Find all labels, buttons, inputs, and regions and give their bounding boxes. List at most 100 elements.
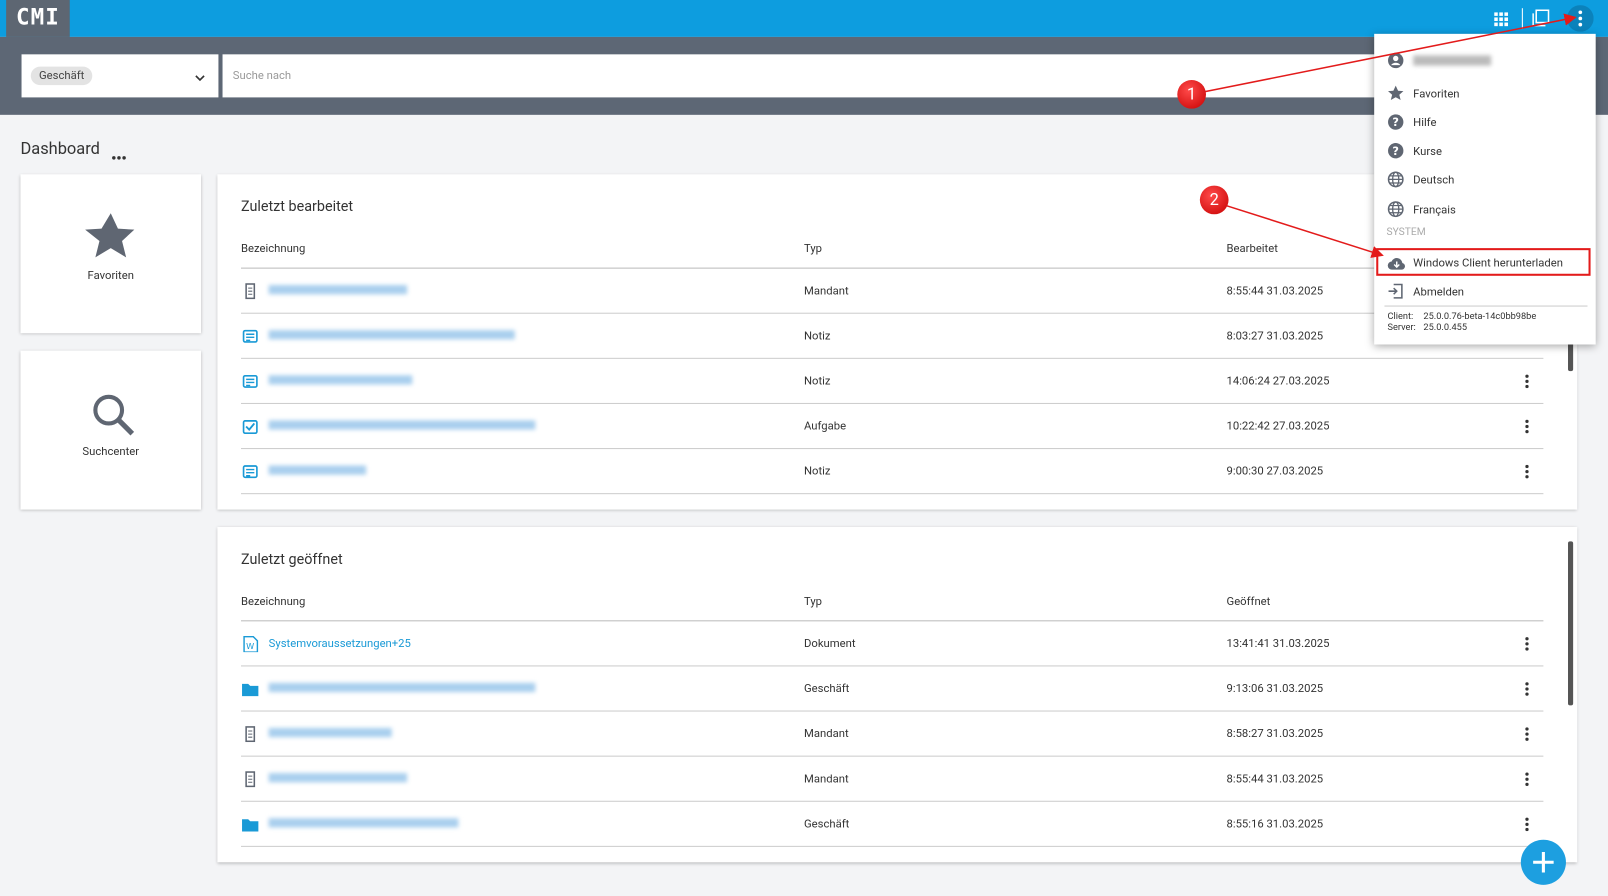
icon-part	[248, 775, 253, 783]
icon-part	[1525, 419, 1529, 424]
icon-part	[245, 422, 256, 431]
row-menu[interactable]	[1525, 373, 1529, 392]
icon-part	[1525, 374, 1529, 378]
icon-part	[246, 468, 255, 477]
column-header[interactable]: Bearbeitet	[1226, 241, 1278, 256]
row-menu[interactable]	[1525, 463, 1529, 482]
menu-item[interactable]: Favoriten	[1374, 80, 1596, 107]
menu-item[interactable]: Deutsch	[1374, 166, 1596, 193]
more-button[interactable]	[1566, 5, 1594, 36]
icon-part	[1535, 9, 1550, 24]
table-row[interactable]: Mandant 8:58:27 31.03.2025	[240, 712, 1544, 757]
menu-label: Français	[1413, 203, 1456, 217]
row-menu[interactable]	[1525, 636, 1529, 655]
column-header[interactable]: Geöffnet	[1226, 594, 1271, 608]
icon-part	[1525, 647, 1529, 651]
top-bar	[0, 0, 1608, 37]
icon-part	[1388, 287, 1398, 295]
table-row[interactable]: W Systemvoraussetzungen+25 Dokument 13:41:4…	[240, 621, 1544, 667]
icon-part	[85, 213, 135, 258]
menu-label: Abmelden	[1413, 285, 1465, 299]
icon-part	[245, 771, 256, 788]
icon	[1387, 171, 1404, 188]
row-icon	[242, 373, 258, 394]
row-menu[interactable]	[1525, 681, 1529, 700]
icon-part	[1494, 12, 1498, 16]
menu-label: Windows Client herunterladen	[1413, 256, 1563, 270]
menu-item[interactable]: Windows Client herunterladen	[1374, 249, 1596, 276]
icon-part	[1388, 175, 1403, 184]
icon-part	[1494, 17, 1498, 22]
icon	[195, 75, 205, 82]
table-row[interactable]: Aufgabe 10:22:42 27.03.2025	[240, 404, 1544, 450]
blurred-name	[268, 375, 413, 385]
icon	[1525, 464, 1529, 479]
column-header[interactable]: Bezeichnung	[240, 241, 306, 256]
table-row[interactable]: Mandant 8:55:44 31.03.2025	[240, 757, 1544, 802]
logo[interactable]: CMI	[6, 0, 70, 37]
dashboard-menu[interactable]	[112, 146, 126, 165]
icon-part	[1525, 772, 1529, 776]
column-header[interactable]: Typ	[803, 594, 823, 608]
menu-icon	[1387, 201, 1404, 222]
version-label: Client:	[1387, 311, 1414, 322]
row-icon	[242, 418, 258, 439]
table-row[interactable]: Notiz 14:06:24 27.03.2025	[240, 359, 1544, 404]
icon-part	[1525, 642, 1529, 646]
tile[interactable]: Favoriten	[20, 174, 201, 334]
table-row[interactable]: Geschäft 9:13:06 31.03.2025	[240, 666, 1544, 712]
icon-part	[246, 333, 255, 342]
menu-item[interactable]: ? Hilfe	[1374, 109, 1596, 136]
icon-part	[1504, 12, 1509, 16]
icon-part	[1525, 384, 1529, 389]
search-placeholder: Suche nach	[232, 68, 292, 83]
table-row[interactable]: Notiz 9:00:30 27.03.2025	[240, 449, 1544, 495]
icon-part	[1504, 17, 1509, 22]
row-menu[interactable]	[1525, 418, 1529, 437]
menu-divider	[1384, 305, 1588, 307]
tile-label: Suchcenter	[82, 444, 140, 459]
icon-part	[1525, 424, 1529, 429]
icon-part	[1525, 737, 1529, 741]
scope-arrow	[194, 69, 206, 88]
icon-part	[1393, 283, 1403, 299]
add-button[interactable]	[1520, 839, 1567, 890]
icon	[1525, 374, 1529, 389]
column-header[interactable]: Bezeichnung	[240, 594, 306, 608]
blurred-name	[268, 465, 367, 475]
menu-item[interactable]: ? Kurse	[1374, 137, 1596, 164]
row-name[interactable]: Systemvoraussetzungen+25	[268, 636, 411, 651]
menu-item[interactable]: Abmelden	[1374, 278, 1596, 305]
icon	[1494, 12, 1509, 27]
column-header[interactable]: Typ	[803, 241, 823, 256]
icon-part	[1525, 687, 1529, 691]
table-row[interactable]: Geschäft 8:55:16 31.03.2025	[240, 802, 1544, 847]
table-row[interactable]: Notiz 8:03:27 31.03.2025	[240, 314, 1544, 359]
apps-button[interactable]	[1494, 11, 1509, 30]
tile-icon	[85, 211, 136, 264]
table-row[interactable]: Mandant 8:55:44 31.03.2025	[240, 269, 1544, 314]
menu-item[interactable]: Français	[1374, 196, 1596, 223]
tile[interactable]: Suchcenter	[20, 350, 201, 510]
window-button[interactable]	[1532, 9, 1550, 32]
row-icon: W	[242, 635, 259, 657]
scope-select[interactable]: Geschäft	[21, 54, 219, 98]
icon-part	[112, 156, 116, 160]
row-time: 9:00:30 27.03.2025	[1226, 464, 1324, 478]
row-type: Mandant	[803, 772, 849, 786]
icon	[242, 420, 258, 435]
icon-part	[1578, 16, 1583, 21]
row-type: Geschäft	[803, 681, 850, 696]
icon-part	[1525, 682, 1529, 686]
scope-chip: Geschäft	[30, 66, 93, 86]
row-menu[interactable]	[1525, 771, 1529, 790]
row-icon	[242, 463, 258, 484]
icon-part	[1525, 379, 1529, 384]
row-menu[interactable]	[1525, 816, 1529, 835]
icon-part	[1388, 143, 1404, 159]
icon-part	[1525, 430, 1529, 434]
row-menu[interactable]	[1525, 726, 1529, 745]
scrollbar[interactable]	[1568, 541, 1574, 706]
